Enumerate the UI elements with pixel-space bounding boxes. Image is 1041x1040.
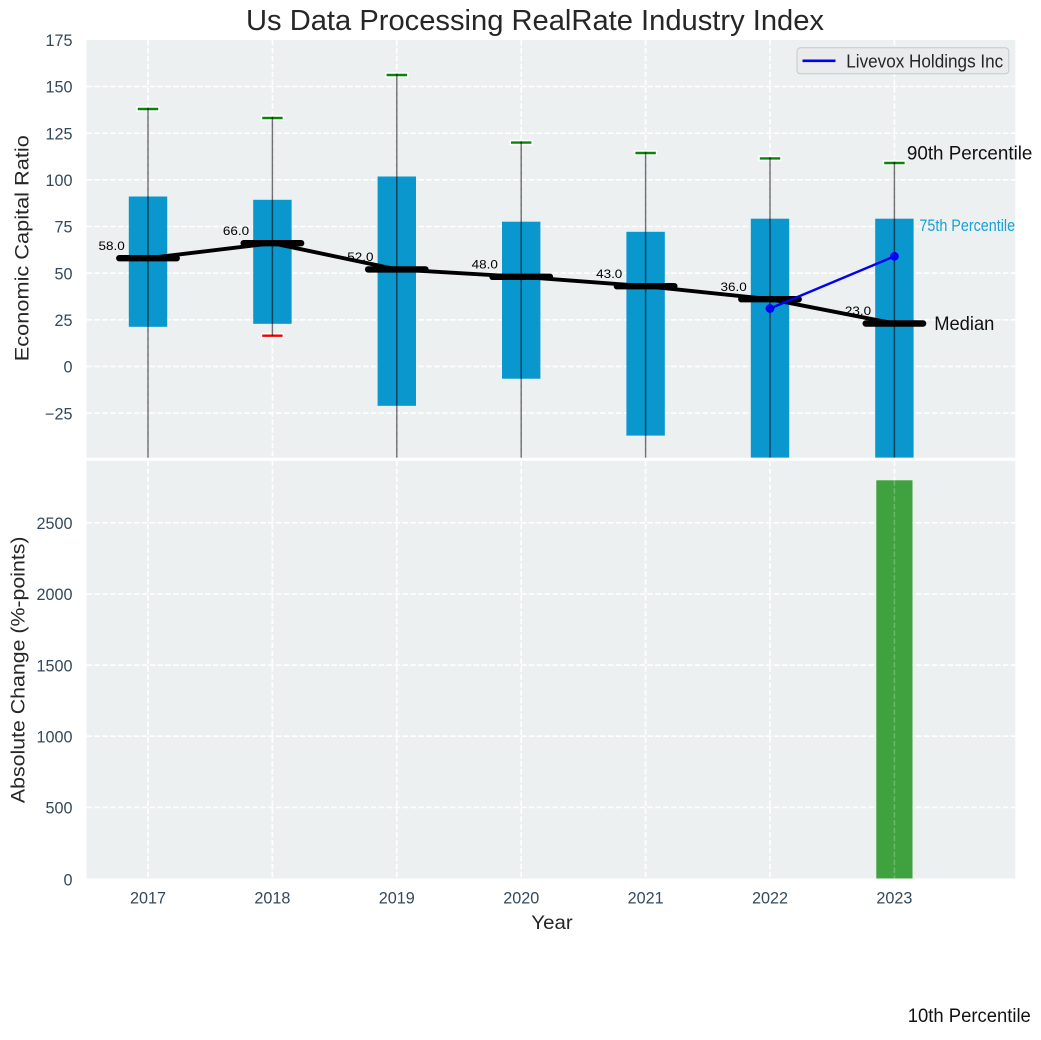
svg-text:0: 0 (63, 872, 72, 890)
svg-text:1000: 1000 (36, 728, 72, 746)
svg-text:75th Percentile: 75th Percentile (919, 217, 1015, 235)
svg-text:2023: 2023 (876, 890, 912, 908)
svg-text:−25: −25 (45, 405, 72, 423)
svg-text:2500: 2500 (36, 515, 72, 533)
svg-text:Us Data Processing RealRate In: Us Data Processing RealRate Industry Ind… (246, 5, 824, 37)
svg-text:Economic Capital Ratio: Economic Capital Ratio (11, 135, 33, 361)
svg-text:36.0: 36.0 (721, 281, 748, 294)
svg-text:48.0: 48.0 (472, 258, 499, 271)
svg-text:500: 500 (45, 800, 72, 818)
svg-text:75: 75 (54, 219, 72, 237)
svg-text:Median: Median (934, 314, 994, 335)
svg-text:52.0: 52.0 (347, 251, 374, 264)
svg-text:Absolute Change (%-points): Absolute Change (%-points) (8, 537, 30, 804)
svg-text:2022: 2022 (752, 890, 788, 908)
svg-text:43.0: 43.0 (596, 268, 623, 281)
svg-text:Livevox Holdings Inc: Livevox Holdings Inc (846, 50, 1003, 71)
svg-text:2021: 2021 (628, 890, 664, 908)
svg-text:100: 100 (45, 172, 72, 190)
svg-text:66.0: 66.0 (223, 225, 250, 238)
svg-text:2019: 2019 (379, 890, 415, 908)
svg-text:2020: 2020 (503, 890, 539, 908)
svg-text:58.0: 58.0 (99, 240, 126, 253)
svg-text:125: 125 (45, 125, 72, 143)
svg-text:23.0: 23.0 (845, 305, 872, 318)
svg-text:0: 0 (63, 359, 72, 377)
svg-text:25: 25 (54, 312, 72, 330)
svg-text:2018: 2018 (254, 890, 290, 908)
svg-text:10th Percentile: 10th Percentile (908, 1005, 1031, 1027)
svg-text:90th Percentile: 90th Percentile (907, 143, 1033, 164)
svg-text:Year: Year (531, 912, 573, 934)
svg-text:50: 50 (54, 265, 72, 283)
svg-text:175: 175 (45, 32, 72, 50)
svg-text:2017: 2017 (130, 890, 166, 908)
svg-text:2000: 2000 (36, 586, 72, 604)
svg-text:1500: 1500 (36, 657, 72, 675)
svg-text:150: 150 (45, 79, 72, 97)
